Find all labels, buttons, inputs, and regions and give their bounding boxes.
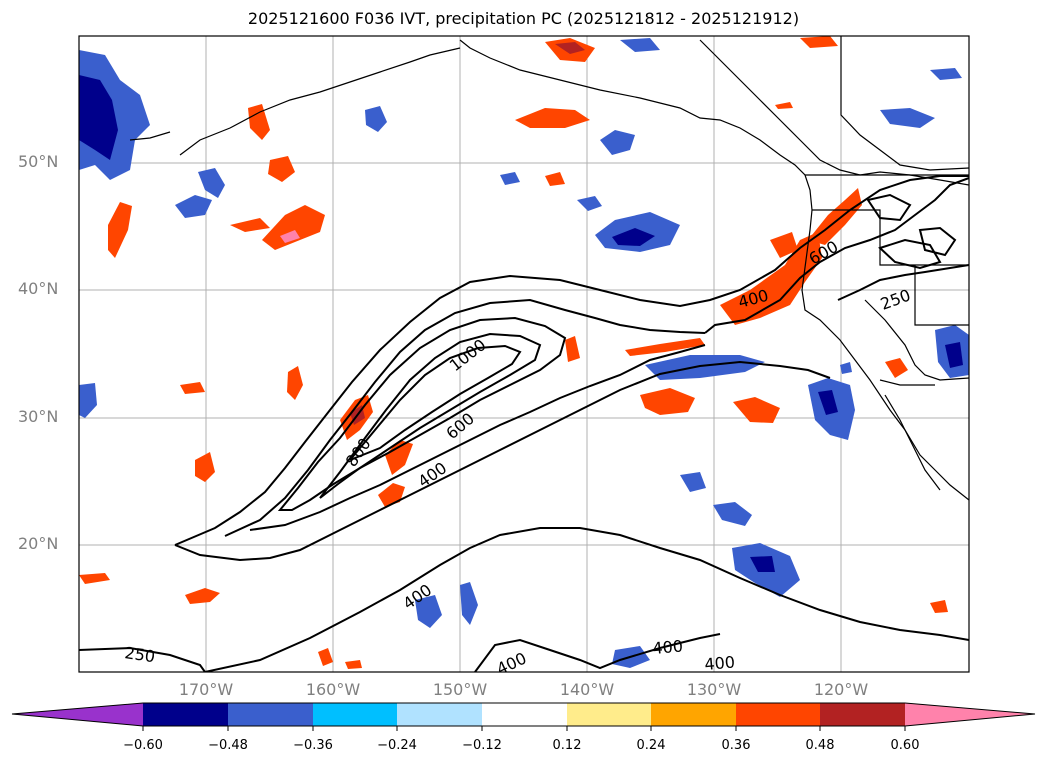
lat-label: 40°N [18,279,59,298]
colorbar-tick-label: 0.24 [636,738,666,753]
lon-label: 150°W [432,680,488,699]
colorbar-swatch [143,703,228,726]
colorbar-tick-label: 0.12 [552,738,582,753]
ivt-contours [79,175,969,672]
colorbar-extension-low [12,703,143,726]
lat-label: 20°N [18,534,59,553]
colorbar-tick-label: 0.60 [890,738,920,753]
colorbar-swatch [736,703,820,726]
colorbar [11,702,1036,731]
colorbar-swatch [820,703,905,726]
colorbar-swatch [482,703,567,726]
colorbar-swatch [397,703,482,726]
colorbar-tick-label: 0.36 [721,738,751,753]
colorbar-tick-label: −0.12 [462,738,502,753]
page-title: 2025121600 F036 IVT, precipitation PC (2… [247,9,800,28]
positive-anomaly-areas [79,36,948,669]
colorbar-tick-label: −0.36 [293,738,333,753]
colorbar-swatch [313,703,397,726]
colorbar-tick-label: −0.60 [123,738,163,753]
colorbar-tick-label: −0.24 [377,738,417,753]
colorbar-ticks [142,726,906,731]
colorbar-tick-label: 0.48 [805,738,835,753]
negative-anomaly-areas [79,38,969,668]
colorbar-swatch [228,703,313,726]
lon-label: 140°W [559,680,615,699]
contour-label: 250 [123,643,156,666]
lon-label: 120°W [813,680,869,699]
contour-label: 400 [652,636,684,658]
coastlines [129,36,969,501]
colorbar-tick-label: −0.48 [208,738,248,753]
lat-label: 50°N [18,152,59,171]
colorbar-extension-high [905,703,1035,726]
contour-label: 400 [704,652,736,674]
lon-label: 160°W [305,680,361,699]
colorbar-swatch [651,703,736,726]
map-background [79,36,969,672]
colorbar-swatch [567,703,651,726]
lon-label: 170°W [178,680,234,699]
map-frame [78,35,970,673]
lat-label: 30°N [18,407,59,426]
lon-label: 130°W [686,680,742,699]
